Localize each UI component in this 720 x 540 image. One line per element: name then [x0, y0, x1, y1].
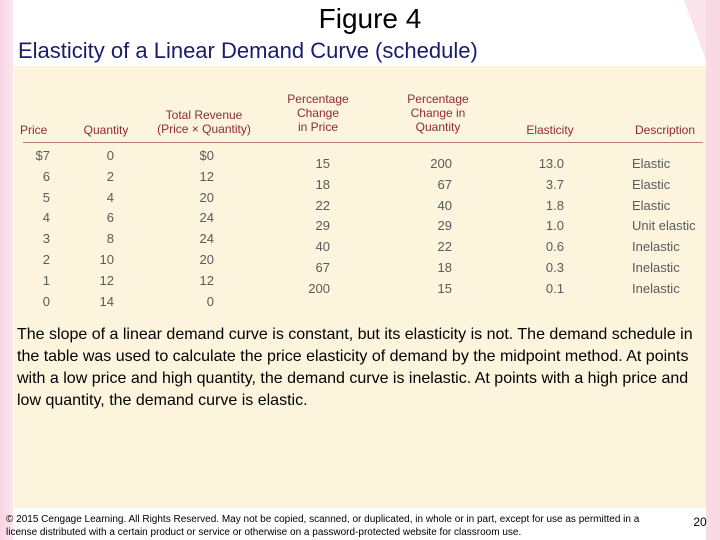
- table-cell-description: Inelastic: [632, 280, 680, 296]
- table-cell-elasticity: 1.0: [545, 218, 564, 234]
- table-cell-pct-quantity: 67: [437, 176, 452, 192]
- left-decorative-strip: [0, 0, 13, 540]
- table-cell-revenue: $0: [199, 148, 214, 163]
- caption-panel: [14, 316, 706, 508]
- table-cell-pct-price: 18: [315, 176, 330, 192]
- table-cell-price: 6: [42, 168, 50, 184]
- table-cell-price: 3: [42, 231, 50, 247]
- page-number: 20: [693, 515, 707, 529]
- table-cell-description: Elastic: [632, 156, 671, 171]
- table-cell-quantity: 8: [106, 231, 114, 247]
- table-cell-revenue: 24: [199, 231, 214, 247]
- table-cell-revenue: 0: [206, 293, 214, 309]
- table-cell-pct-price: 200: [308, 280, 330, 296]
- table-cell-pct-price: 67: [315, 260, 330, 275]
- table-cell-elasticity: 1.8: [545, 197, 564, 213]
- table-cell-price: 5: [42, 189, 50, 205]
- table-cell-quantity: 4: [106, 189, 114, 205]
- table-cell-description: Elastic: [632, 176, 671, 192]
- header-separator: [23, 142, 703, 143]
- table-cell-pct-price: 40: [315, 239, 330, 255]
- table-cell-quantity: 10: [99, 252, 114, 267]
- column-header-elasticity: Elasticity: [526, 123, 574, 137]
- column-header-pct-quantity: Percentage Change in Quantity: [407, 92, 469, 134]
- table-cell-price: $7: [35, 148, 50, 163]
- table-cell-description: Elastic: [632, 197, 671, 213]
- table-cell-pct-quantity: 29: [437, 218, 452, 234]
- table-cell-elasticity: 0.3: [545, 260, 564, 275]
- table-cell-quantity: 6: [106, 210, 114, 226]
- table-cell-quantity: 12: [99, 272, 114, 288]
- table-cell-description: Inelastic: [632, 260, 680, 275]
- table-cell-pct-quantity: 200: [430, 156, 452, 171]
- table-cell-pct-quantity: 40: [437, 197, 452, 213]
- table-cell-pct-price: 22: [315, 197, 330, 213]
- slide-subtitle: Elasticity of a Linear Demand Curve (sch…: [18, 38, 478, 63]
- right-decorative-strip: [706, 0, 720, 540]
- table-cell-revenue: 24: [199, 210, 214, 226]
- table-cell-price: 4: [42, 210, 50, 226]
- column-header-quantity: Quantity: [83, 123, 129, 137]
- table-cell-quantity: 2: [106, 168, 114, 184]
- table-cell-elasticity: 0.6: [545, 239, 564, 255]
- table-panel: [14, 66, 706, 316]
- table-cell-description: Inelastic: [632, 239, 680, 255]
- corner-decoration: [684, 0, 706, 60]
- column-header-revenue: Total Revenue (Price × Quantity): [157, 108, 251, 136]
- table-cell-price: 1: [42, 272, 50, 288]
- table-cell-elasticity: 13.0: [538, 156, 564, 171]
- table-cell-revenue: 20: [199, 189, 214, 205]
- table-cell-description: Unit elastic: [632, 218, 696, 234]
- table-cell-pct-quantity: 22: [437, 239, 452, 255]
- table-cell-revenue: 20: [199, 252, 214, 267]
- table-cell-quantity: 14: [99, 293, 114, 309]
- table-cell-pct-price: 15: [315, 156, 330, 171]
- table-cell-revenue: 12: [199, 168, 214, 184]
- table-cell-price: 2: [42, 252, 50, 267]
- table-cell-pct-quantity: 15: [437, 280, 452, 296]
- caption-text: The slope of a linear demand curve is co…: [17, 326, 693, 409]
- table-cell-pct-quantity: 18: [437, 260, 452, 275]
- copyright-footer: © 2015 Cengage Learning. All Rights Rese…: [6, 514, 640, 538]
- table-cell-elasticity: 0.1: [545, 280, 564, 296]
- figure-title: Figure 4: [318, 3, 422, 34]
- table-cell-quantity: 0: [106, 148, 114, 163]
- column-header-pct-price: Percentage Change in Price: [287, 92, 349, 134]
- table-cell-pct-price: 29: [315, 218, 330, 234]
- column-header-price: Price: [20, 123, 48, 137]
- table-cell-price: 0: [42, 293, 50, 309]
- table-cell-elasticity: 3.7: [545, 176, 564, 192]
- column-header-description: Description: [634, 123, 696, 137]
- table-cell-revenue: 12: [199, 272, 214, 288]
